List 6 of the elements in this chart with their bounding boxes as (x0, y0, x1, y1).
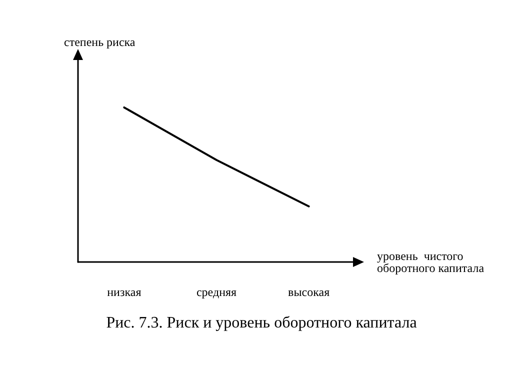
text: Рис. 7.3. Риск и уровень оборотного капитала (106, 314, 417, 332)
y-axis-title: степень риска (64, 35, 136, 49)
x-tick-label: средняя (196, 285, 238, 299)
x-tick-label: низкая (107, 285, 142, 299)
x-axis-title: уровень чистого оборотного капитала (377, 249, 485, 275)
x-tick-label: высокая (288, 285, 330, 299)
